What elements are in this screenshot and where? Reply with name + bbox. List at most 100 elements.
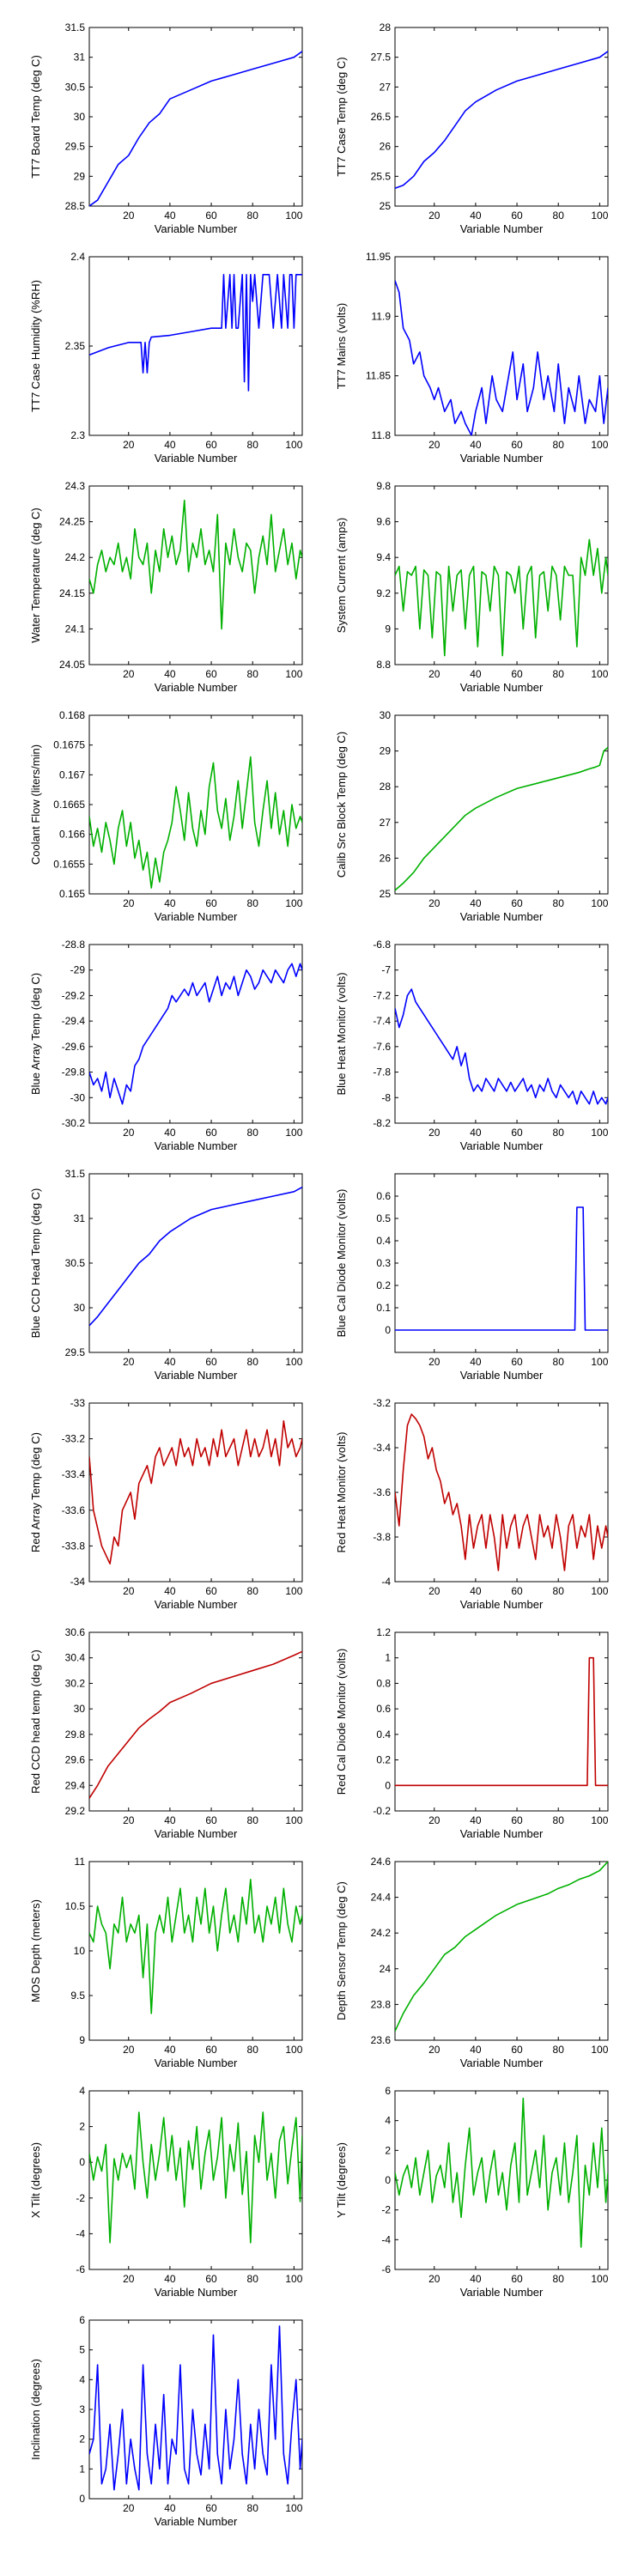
- x-tick-label: 20: [428, 2044, 440, 2056]
- y-axis-label: Red Cal Diode Monitor (volts): [335, 1649, 348, 1795]
- x-tick-label: 60: [205, 2273, 217, 2285]
- y-tick-label: 11.95: [366, 251, 391, 263]
- y-tick-label: -6: [76, 2263, 85, 2275]
- x-tick-label: 40: [164, 1585, 176, 1597]
- y-tick-label: 29.5: [65, 141, 86, 153]
- y-tick-label: 11.8: [372, 429, 392, 441]
- series-line-1: [89, 756, 302, 889]
- x-tick-label: 100: [591, 1585, 608, 1597]
- x-tick-label: 100: [285, 210, 302, 222]
- y-tick-label: 24: [380, 1963, 392, 1975]
- y-axis-label: Water Temperature (deg C): [29, 507, 42, 643]
- x-axis-label: Variable Number: [155, 910, 238, 923]
- y-axis-label: TT7 Board Temp (deg C): [29, 55, 42, 179]
- plot-frame: [88, 27, 303, 207]
- y-tick-label: -7.2: [373, 989, 391, 1001]
- chart-panel-20: 20 40 60 80 100 -6 -4 -2 0 2 4 6 Variable Number Y Ti…: [335, 2085, 609, 2299]
- y-tick-label: 28: [380, 781, 392, 793]
- chart-panel-11: 20 40 60 80 100 29.5 30 30.5 31 31.5 Variable Numb…: [29, 1168, 303, 1382]
- series-line-1: [89, 274, 302, 392]
- plot-frame: [394, 1861, 609, 2041]
- x-tick-label: 60: [205, 1127, 217, 1139]
- y-tick-label: 0.2: [376, 1279, 391, 1291]
- plot-frame: [88, 1402, 303, 1583]
- y-axis-label: Depth Sensor Temp (deg C): [335, 1881, 348, 2020]
- x-tick-label: 20: [123, 439, 135, 451]
- chart-panel-9: 20 40 60 80 100 -30.2 -30 -29.8 -29.6 -29.4 -29.2 -…: [29, 939, 303, 1152]
- chart-panel-3: 20 40 60 80 100 2.3 2.35 2.4 Variable Number TT7 …: [29, 251, 303, 465]
- x-tick-label: 100: [591, 2273, 608, 2285]
- x-tick-label: 80: [247, 2044, 259, 2056]
- y-tick-label: -0.2: [373, 1805, 391, 1817]
- chart-panel-6: 20 40 60 80 100 8.8 9 9.2 9.4 9.6 9.8 Variable Numb…: [335, 480, 609, 694]
- y-tick-label: -29.2: [62, 989, 86, 1001]
- series-line-1: [89, 1879, 302, 2014]
- plot-frame: [88, 944, 303, 1124]
- x-tick-label: 60: [205, 1814, 217, 1826]
- y-tick-label: 0: [79, 2156, 85, 2168]
- x-axis-label: Variable Number: [460, 2057, 544, 2069]
- x-tick-label: 60: [511, 439, 523, 451]
- x-tick-label: 100: [285, 2502, 302, 2514]
- y-tick-label: -33.8: [62, 1540, 86, 1552]
- y-tick-label: 8.8: [376, 659, 391, 671]
- y-tick-label: 29.6: [65, 1754, 86, 1766]
- y-tick-label: -29.6: [62, 1041, 86, 1053]
- x-axis-label: Variable Number: [460, 222, 544, 235]
- y-axis-label: Red Array Temp (deg C): [29, 1432, 42, 1552]
- y-tick-label: -34: [70, 1576, 86, 1588]
- x-axis-label: Variable Number: [460, 452, 544, 465]
- chart-panel-4: 20 40 60 80 100 11.8 11.85 11.9 11.95 Variable Nu…: [335, 251, 609, 465]
- y-tick-label: 24.2: [371, 1927, 392, 1939]
- y-axis-label: X Tilt (degrees): [29, 2142, 42, 2218]
- y-tick-label: 9.5: [70, 1990, 85, 2002]
- plot-frame: [88, 714, 303, 895]
- y-tick-label: -33.2: [62, 1433, 86, 1445]
- x-tick-label: 80: [247, 439, 259, 451]
- x-tick-label: 40: [470, 1814, 482, 1826]
- x-tick-label: 80: [247, 1585, 259, 1597]
- plot-frame: [88, 485, 303, 665]
- y-tick-label: 0.168: [59, 709, 85, 721]
- y-tick-label: 23.6: [371, 2034, 392, 2046]
- y-tick-label: 25: [380, 888, 392, 900]
- y-axis-label: Inclination (degrees): [29, 2359, 42, 2460]
- y-tick-label: 1: [79, 2463, 85, 2475]
- y-axis-label: Blue Heat Monitor (volts): [335, 972, 348, 1095]
- x-tick-label: 60: [511, 1356, 523, 1368]
- x-tick-label: 100: [285, 1356, 302, 1368]
- y-tick-label: 28: [380, 21, 392, 33]
- x-tick-label: 20: [123, 1814, 135, 1826]
- x-tick-label: 40: [164, 2044, 176, 2056]
- x-tick-label: 40: [470, 2273, 482, 2285]
- x-tick-label: 40: [470, 1356, 482, 1368]
- y-tick-label: 10: [74, 1945, 86, 1957]
- y-tick-label: 30.4: [65, 1652, 86, 1664]
- x-tick-label: 100: [285, 897, 302, 909]
- y-tick-label: 2.3: [70, 429, 85, 441]
- y-tick-label: 24.4: [371, 1892, 392, 1904]
- plot-frame: [394, 714, 609, 895]
- y-tick-label: 9.6: [376, 516, 391, 528]
- y-tick-label: -7.4: [373, 1015, 391, 1027]
- series-line-1: [395, 51, 608, 189]
- y-tick-label: -33.4: [62, 1468, 86, 1480]
- y-tick-label: 0.6: [376, 1703, 391, 1715]
- x-tick-label: 100: [285, 2273, 302, 2285]
- x-tick-label: 40: [470, 2044, 482, 2056]
- x-tick-label: 80: [247, 2502, 259, 2514]
- y-tick-label: 4: [79, 2085, 85, 2097]
- x-tick-label: 60: [205, 668, 217, 680]
- y-tick-label: 26: [380, 852, 392, 864]
- x-tick-label: 100: [285, 1585, 302, 1597]
- y-axis-label: System Current (amps): [335, 518, 348, 633]
- plot-frame: [394, 256, 609, 436]
- y-tick-label: 31: [74, 1212, 86, 1224]
- x-tick-label: 40: [164, 439, 176, 451]
- x-tick-label: 20: [428, 1127, 440, 1139]
- x-tick-label: 20: [123, 897, 135, 909]
- plot-frame: [394, 27, 609, 207]
- series-line-1: [395, 1206, 608, 1331]
- y-tick-label: 30: [380, 709, 392, 721]
- x-tick-label: 80: [247, 1814, 259, 1826]
